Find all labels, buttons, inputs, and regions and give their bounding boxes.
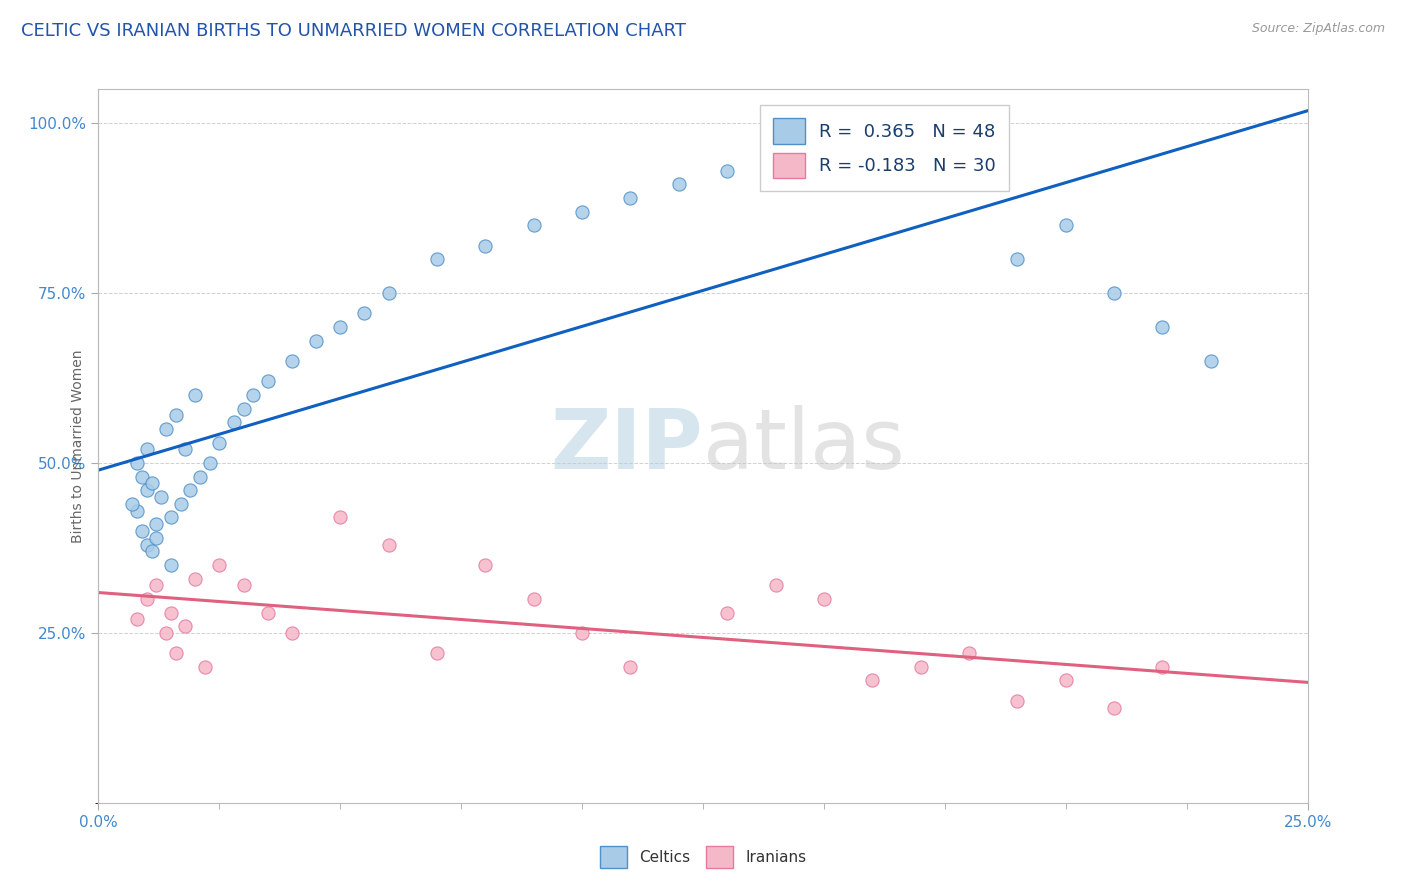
Point (474, 238, 496, 252)
Point (305, 334, 328, 348)
Point (571, 626, 593, 640)
Point (141, 476, 163, 491)
Point (668, 178, 690, 192)
Point (619, 191, 641, 205)
Point (127, 503, 149, 517)
Point (957, 646, 980, 660)
Point (523, 591, 546, 606)
Point (377, 537, 399, 551)
Point (135, 442, 157, 457)
Point (571, 204, 593, 219)
Point (281, 626, 304, 640)
Point (174, 619, 197, 633)
Point (184, 388, 207, 402)
Point (145, 531, 167, 545)
Point (860, 136, 883, 151)
Point (135, 591, 157, 606)
Point (160, 558, 183, 572)
Point (184, 572, 207, 586)
Point (716, 163, 738, 178)
Point (281, 354, 304, 368)
Point (716, 606, 738, 620)
Point (155, 422, 177, 436)
Point (377, 286, 399, 301)
Point (910, 123, 932, 137)
Point (910, 660, 932, 674)
Point (813, 591, 835, 606)
Point (222, 415, 245, 429)
Point (1152, 320, 1174, 334)
Point (131, 524, 153, 538)
Point (174, 442, 197, 457)
Point (145, 578, 167, 592)
Point (242, 388, 264, 402)
Point (1007, 252, 1029, 266)
Point (135, 537, 157, 551)
Point (1054, 218, 1077, 232)
Point (150, 490, 173, 504)
Point (474, 558, 496, 572)
Point (329, 510, 352, 524)
Point (131, 469, 153, 483)
Point (165, 646, 187, 660)
Y-axis label: Births to Unmarried Women: Births to Unmarried Women (70, 350, 84, 542)
Point (155, 626, 177, 640)
Point (1199, 354, 1222, 368)
Point (426, 252, 449, 266)
Point (256, 606, 278, 620)
Point (329, 320, 352, 334)
Point (160, 510, 183, 524)
Legend: Celtics, Iranians: Celtics, Iranians (592, 838, 814, 875)
Point (860, 673, 883, 688)
Point (208, 435, 231, 450)
Point (169, 497, 191, 511)
Point (256, 375, 278, 389)
Point (179, 483, 201, 498)
Point (232, 578, 254, 592)
Point (208, 558, 231, 572)
Legend: R =  0.365   N = 48, R = -0.183   N = 30: R = 0.365 N = 48, R = -0.183 N = 30 (759, 105, 1010, 191)
Point (188, 469, 211, 483)
Point (619, 660, 641, 674)
Point (1007, 694, 1029, 708)
Point (426, 646, 449, 660)
Point (813, 150, 835, 164)
Point (765, 578, 787, 592)
Point (127, 612, 149, 626)
Point (1102, 700, 1125, 714)
Text: atlas: atlas (703, 406, 904, 486)
Point (194, 660, 217, 674)
Point (135, 483, 157, 498)
Text: Source: ZipAtlas.com: Source: ZipAtlas.com (1251, 22, 1385, 36)
Text: ZIP: ZIP (551, 406, 703, 486)
Point (165, 409, 187, 423)
Point (1102, 286, 1125, 301)
Point (198, 456, 221, 470)
Text: CELTIC VS IRANIAN BIRTHS TO UNMARRIED WOMEN CORRELATION CHART: CELTIC VS IRANIAN BIRTHS TO UNMARRIED WO… (21, 22, 686, 40)
Point (121, 497, 143, 511)
Point (353, 306, 375, 320)
Point (523, 218, 546, 232)
Point (1054, 673, 1077, 688)
Point (232, 401, 254, 416)
Point (127, 456, 149, 470)
Point (1152, 660, 1174, 674)
Point (145, 517, 167, 532)
Point (160, 606, 183, 620)
Point (141, 544, 163, 558)
